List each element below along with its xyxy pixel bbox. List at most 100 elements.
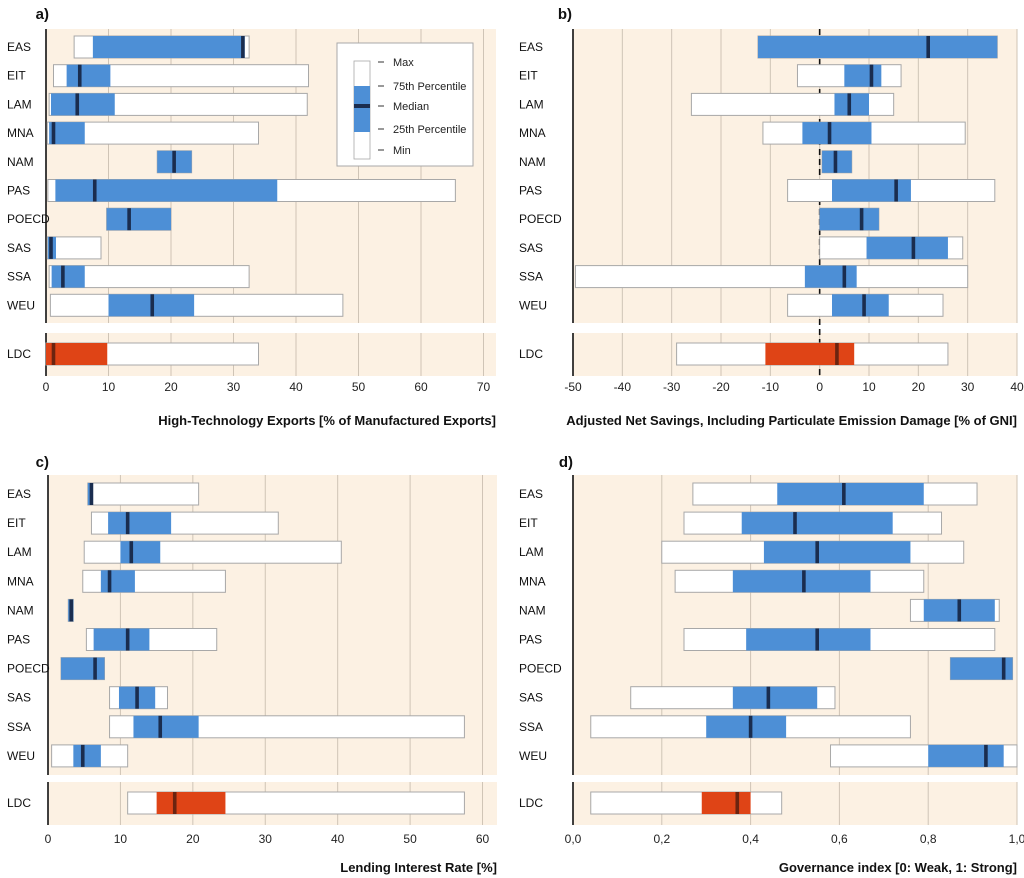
box-range [574, 265, 969, 289]
box-median [957, 599, 962, 622]
x-tick-label: 20 [912, 380, 926, 394]
row-label: MNA [519, 126, 546, 140]
row-label: PAS [7, 184, 30, 198]
x-tick-label: 50 [403, 832, 417, 846]
box-median [833, 150, 838, 173]
box-iqr [765, 343, 855, 365]
box-median [735, 792, 740, 814]
box-iqr [950, 657, 1013, 680]
row-label: EAS [519, 40, 543, 54]
box-range [49, 293, 344, 317]
x-tick-label: 0,2 [653, 832, 670, 846]
row-label: SSA [7, 270, 31, 284]
box-iqr [741, 512, 893, 535]
box-median [150, 294, 155, 317]
box-range [87, 482, 200, 506]
row-label: MNA [7, 574, 34, 588]
row-label: LAM [519, 97, 544, 111]
panel-c: 0 10 20 30 40 50 60 Lending Interest Rate [%] c)… [7, 454, 497, 875]
box-iqr [55, 179, 278, 202]
x-tick-label: 0 [45, 832, 52, 846]
panel-label: d) [559, 454, 573, 471]
row-label: NAM [519, 155, 546, 169]
box-iqr [758, 36, 998, 58]
box-iqr [61, 657, 105, 680]
legend-label-median: Median [393, 101, 429, 113]
box-range [46, 236, 102, 260]
box-median [80, 744, 85, 767]
box-iqr [49, 122, 85, 145]
box-median [802, 570, 806, 593]
x-tick-label: 40 [289, 380, 303, 394]
box-iqr [802, 122, 872, 145]
row-label: WEU [519, 298, 547, 312]
row-label: SAS [519, 241, 543, 255]
x-tick-label: 30 [961, 380, 975, 394]
box-iqr [156, 792, 226, 814]
box-median [107, 570, 112, 593]
row-label: WEU [519, 749, 547, 763]
box-iqr [66, 64, 111, 87]
panel-label: a) [36, 6, 49, 23]
box-median [93, 657, 97, 680]
x-axis-title: Governance index [0: Weak, 1: Strong] [779, 860, 1017, 875]
x-tick-label: 60 [414, 380, 428, 394]
x-tick-label: 0,4 [742, 832, 759, 846]
box-iqr [732, 570, 871, 593]
box-median [748, 715, 753, 738]
box-median [172, 792, 177, 814]
legend-label-p75: 75th Percentile [393, 81, 466, 93]
row-label: PAS [519, 633, 542, 647]
row-label: SSA [7, 720, 31, 734]
x-tick-label: 1,0 [1009, 832, 1024, 846]
box-iqr [93, 628, 150, 651]
x-tick-label: -30 [663, 380, 681, 394]
box-iqr [92, 36, 245, 58]
row-label: MNA [7, 126, 34, 140]
box-median [125, 628, 130, 651]
row-label: SSA [519, 720, 543, 734]
x-tick-label: 0,8 [920, 832, 937, 846]
x-tick-label: 30 [259, 832, 273, 846]
panel-b: -50 -40 -30 -20 -10 0 10 20 30 40 Adjusted Net Sav… [519, 6, 1024, 428]
box-iqr [844, 64, 882, 87]
legend-label-min: Min [393, 145, 411, 157]
box-iqr [51, 265, 85, 288]
box-median [815, 541, 819, 564]
box-median [862, 294, 866, 317]
box-median [89, 483, 94, 505]
x-tick-label: 0,0 [565, 832, 582, 846]
box-median [129, 541, 134, 564]
x-axis-title: Lending Interest Rate [%] [340, 860, 497, 875]
row-label: SAS [7, 691, 31, 705]
x-tick-label: -20 [712, 380, 730, 394]
row-label: PAS [7, 633, 30, 647]
row-label: PAS [519, 184, 542, 198]
row-label: POECD [7, 662, 50, 676]
x-tick-label: 10 [862, 380, 876, 394]
legend-box-iqr [354, 86, 370, 132]
box-iqr [746, 628, 871, 651]
row-label: EIT [519, 516, 538, 530]
box-range [48, 265, 250, 289]
row-label: LDC [7, 347, 31, 361]
box-range [590, 791, 783, 815]
box-median [158, 715, 163, 738]
row-label: EAS [519, 487, 543, 501]
x-tick-label: 0 [43, 380, 50, 394]
x-tick-label: 0,6 [831, 832, 848, 846]
row-label: POECD [519, 662, 562, 676]
row-label: POECD [7, 212, 50, 226]
box-iqr [120, 541, 161, 564]
box-median [125, 512, 130, 535]
box-median [766, 686, 771, 709]
box-iqr [866, 236, 948, 259]
box-median [842, 265, 847, 288]
x-tick-label: 30 [227, 380, 241, 394]
row-label: NAM [519, 603, 546, 617]
box-range [46, 121, 259, 145]
row-label: POECD [519, 212, 562, 226]
x-axis-title: High-Technology Exports [% of Manufactur… [158, 413, 496, 428]
box-iqr [777, 483, 924, 505]
